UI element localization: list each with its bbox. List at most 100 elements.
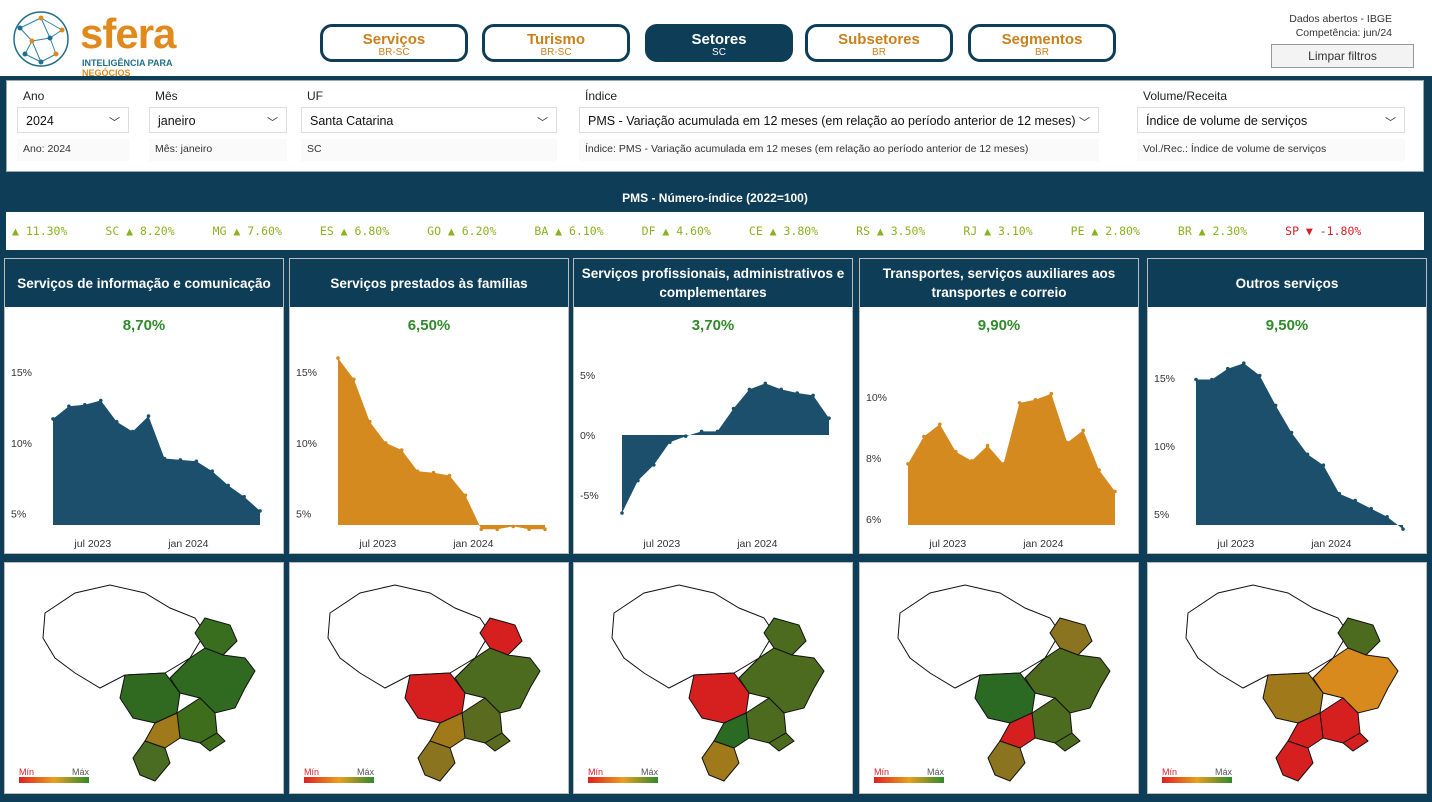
data-point[interactable] (1049, 391, 1054, 396)
map-region-ne_top[interactable] (763, 617, 807, 656)
map-region-rj[interactable] (1054, 732, 1081, 752)
nav-servicos-button[interactable]: Serviços BR-SC (320, 24, 468, 62)
volume-select[interactable]: Índice de volume de serviços ﹀ (1137, 107, 1405, 133)
data-point[interactable] (51, 417, 55, 421)
data-point[interactable] (938, 422, 942, 427)
data-point[interactable] (1257, 373, 1262, 378)
data-point[interactable] (1097, 468, 1101, 472)
data-point[interactable] (527, 527, 531, 531)
data-point[interactable] (779, 387, 783, 392)
data-point[interactable] (1033, 398, 1038, 402)
data-point[interactable] (1001, 462, 1006, 466)
map-region-s[interactable] (1275, 740, 1314, 782)
clear-filters-button[interactable]: Limpar filtros (1271, 44, 1414, 68)
data-point[interactable] (336, 356, 340, 360)
data-point[interactable] (683, 434, 688, 438)
map-region-rj[interactable] (199, 732, 226, 752)
data-point[interactable] (511, 524, 515, 529)
data-point[interactable] (1242, 361, 1246, 365)
map-region-rj[interactable] (484, 732, 511, 752)
data-point[interactable] (1273, 403, 1278, 408)
data-point[interactable] (352, 377, 356, 382)
map-region-s[interactable] (987, 740, 1026, 782)
data-point[interactable] (431, 470, 436, 475)
data-point[interactable] (969, 459, 974, 463)
data-point[interactable] (1305, 452, 1310, 457)
data-point[interactable] (922, 434, 926, 439)
map-region-ne_top[interactable] (1337, 617, 1381, 656)
data-point[interactable] (67, 404, 71, 408)
nav-segmentos-button[interactable]: Segmentos BR (968, 24, 1116, 62)
data-point[interactable] (463, 493, 468, 498)
data-point[interactable] (715, 429, 720, 434)
data-point[interactable] (130, 429, 135, 434)
map-region-ne_top[interactable] (479, 617, 523, 656)
data-point[interactable] (1289, 430, 1294, 435)
data-point[interactable] (399, 448, 404, 452)
data-point[interactable] (652, 463, 656, 467)
data-point[interactable] (1194, 377, 1198, 382)
uf-select[interactable]: Santa Catarina ﹀ (301, 107, 557, 133)
data-point[interactable] (162, 456, 167, 461)
data-point[interactable] (668, 440, 672, 444)
data-point[interactable] (543, 527, 547, 531)
data-point[interactable] (194, 459, 199, 464)
map-region-s[interactable] (701, 740, 740, 782)
data-point[interactable] (83, 403, 87, 407)
data-point[interactable] (495, 527, 499, 531)
data-point[interactable] (811, 393, 815, 398)
data-point[interactable] (699, 429, 704, 434)
data-point[interactable] (226, 483, 230, 488)
ano-select[interactable]: 2024 ﹀ (17, 107, 129, 133)
data-point[interactable] (447, 473, 452, 478)
data-point[interactable] (731, 406, 736, 411)
map-region-sp[interactable] (1287, 712, 1324, 749)
nav-setores-button[interactable]: Setores SC (645, 24, 793, 62)
data-point[interactable] (954, 449, 958, 454)
map-region-s[interactable] (417, 740, 456, 782)
data-point[interactable] (827, 416, 831, 420)
data-point[interactable] (906, 462, 910, 466)
data-point[interactable] (1321, 463, 1326, 467)
data-point[interactable] (242, 494, 246, 499)
data-point[interactable] (1337, 491, 1342, 496)
data-point[interactable] (178, 458, 183, 462)
data-point[interactable] (479, 527, 484, 531)
data-point[interactable] (368, 419, 372, 424)
map-region-s[interactable] (132, 740, 171, 782)
map-region-rj[interactable] (1342, 732, 1369, 752)
map-region-sp[interactable] (429, 712, 466, 749)
data-point[interactable] (146, 414, 151, 418)
data-point[interactable] (620, 511, 624, 515)
nav-turismo-button[interactable]: Turismo BR-SC (482, 24, 630, 62)
data-point[interactable] (1226, 366, 1230, 371)
data-point[interactable] (795, 391, 799, 395)
data-point[interactable] (1081, 428, 1085, 433)
data-point[interactable] (747, 387, 752, 392)
map-region-rj[interactable] (768, 732, 795, 752)
data-point[interactable] (1210, 377, 1214, 382)
data-point[interactable] (985, 443, 990, 448)
data-point[interactable] (1017, 401, 1022, 405)
mes-select[interactable]: janeiro ﹀ (149, 107, 287, 133)
nav-subsetores-button[interactable]: Subsetores BR (805, 24, 953, 62)
map-region-ne_top[interactable] (1049, 617, 1093, 656)
data-point[interactable] (99, 398, 103, 403)
data-point[interactable] (763, 381, 768, 386)
data-point[interactable] (1385, 515, 1389, 519)
data-point[interactable] (636, 478, 640, 483)
data-point[interactable] (114, 419, 119, 424)
indice-select[interactable]: PMS - Variação acumulada em 12 meses (em… (579, 107, 1099, 133)
data-point[interactable] (1065, 440, 1069, 445)
data-point[interactable] (1401, 527, 1405, 531)
data-point[interactable] (1353, 498, 1357, 503)
data-point[interactable] (210, 469, 214, 473)
data-point[interactable] (258, 509, 262, 513)
map-region-sp[interactable] (144, 712, 181, 749)
data-point[interactable] (1113, 489, 1117, 494)
data-point[interactable] (384, 441, 388, 445)
map-region-sp[interactable] (999, 712, 1036, 749)
data-point[interactable] (415, 469, 420, 473)
map-region-sp[interactable] (713, 712, 750, 749)
map-region-ne_top[interactable] (194, 617, 238, 656)
